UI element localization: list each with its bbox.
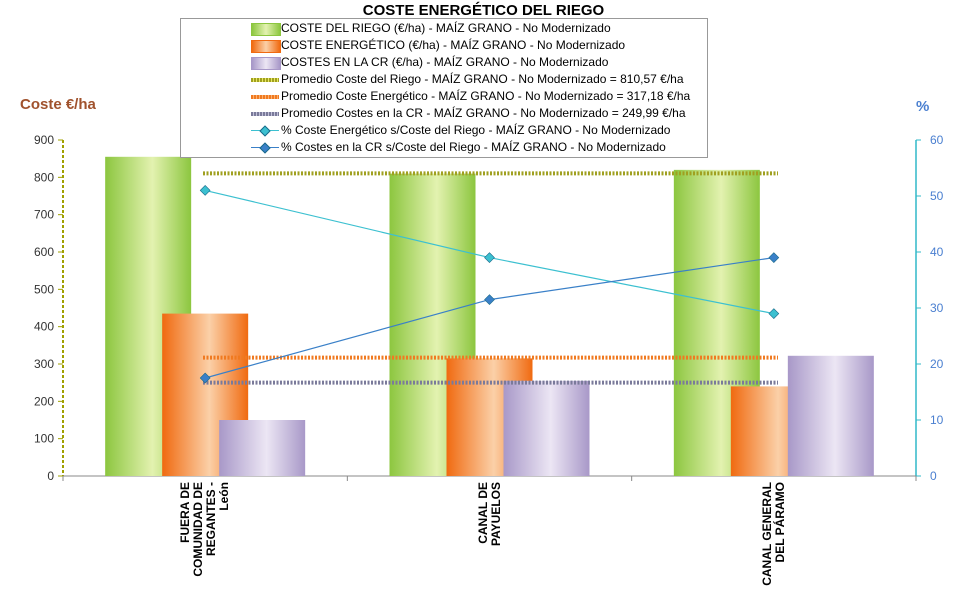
y-axis-left-label: Coste €/ha: [20, 96, 96, 113]
chart-title: COSTE ENERGÉTICO DEL RIEGO: [362, 2, 605, 19]
x-category-line: CANAL GENERAL: [759, 482, 774, 586]
legend-item: Promedio Costes en la CR - MAÍZ GRANO - …: [181, 105, 707, 122]
y-left-tick-label: 800: [34, 170, 54, 184]
y-left-tick-label: 700: [34, 208, 54, 222]
x-category-label: FUERA DE COMUNIDAD DE REGANTES - León: [178, 482, 232, 592]
legend-key: [251, 95, 279, 99]
legend-label: Promedio Coste del Riego - MAÍZ GRANO - …: [281, 72, 684, 86]
line-point: [199, 372, 211, 384]
y-left-tick-label: 0: [47, 469, 54, 483]
y-axis-right-label: %: [916, 98, 930, 115]
y-left-tick-label: 100: [34, 432, 54, 446]
line-point: [199, 185, 211, 196]
line-point: [484, 252, 495, 263]
legend-label: % Coste Energético s/Coste del Riego - M…: [281, 123, 671, 137]
legend-item: Promedio Coste del Riego - MAÍZ GRANO - …: [181, 71, 707, 88]
legend-label: COSTE DEL RIEGO (€/ha) - MAÍZ GRANO - No…: [281, 21, 611, 35]
x-category-line: CANAL DE: [475, 482, 490, 544]
legend-label: Promedio Coste Energético - MAÍZ GRANO -…: [281, 89, 691, 103]
legend-key: [251, 142, 279, 154]
x-category-line: DEL PÁRAMO: [772, 482, 787, 563]
y-right-tick-label: 20: [930, 357, 944, 371]
y-left-tick-label: 300: [34, 357, 54, 371]
legend-key: [251, 112, 279, 116]
legend-item: COSTES EN LA CR (€/ha) - MAÍZ GRANO - No…: [181, 54, 707, 71]
legend-item: COSTE DEL RIEGO (€/ha) - MAÍZ GRANO - No…: [181, 20, 707, 37]
bar-costes-cr: [503, 380, 590, 476]
x-category-line: PAYUELOS: [488, 482, 503, 547]
y-right-tick-label: 40: [930, 245, 944, 259]
bar-costes-cr: [787, 355, 874, 476]
legend-item: % Coste Energético s/Coste del Riego - M…: [181, 122, 707, 139]
legend-label: Promedio Costes en la CR - MAÍZ GRANO - …: [281, 106, 686, 120]
legend-key: [251, 40, 281, 53]
y-right-tick-label: 0: [930, 469, 937, 483]
y-left-tick-label: 400: [34, 320, 54, 334]
bar-costes-cr: [219, 420, 306, 476]
legend-label: COSTES EN LA CR (€/ha) - MAÍZ GRANO - No…: [281, 55, 609, 69]
legend-key: [251, 57, 281, 70]
legend-marker: [259, 142, 271, 154]
legend-label: COSTE ENERGÉTICO (€/ha) - MAÍZ GRANO - N…: [281, 38, 626, 52]
legend-key: [251, 125, 279, 137]
line-point: [484, 294, 495, 305]
y-right-tick-label: 10: [930, 413, 944, 427]
y-right-tick-label: 60: [930, 133, 944, 147]
y-left-tick-label: 600: [34, 245, 54, 259]
y-right-tick-label: 50: [930, 189, 944, 203]
x-category-line: León: [217, 482, 232, 511]
legend-item: Promedio Coste Energético - MAÍZ GRANO -…: [181, 88, 707, 105]
legend-key: [251, 23, 281, 36]
legend-item: COSTE ENERGÉTICO (€/ha) - MAÍZ GRANO - N…: [181, 37, 707, 54]
y-left-tick-label: 500: [34, 282, 54, 296]
y-left-tick-label: 900: [34, 133, 54, 147]
legend-marker: [259, 125, 271, 137]
legend: COSTE DEL RIEGO (€/ha) - MAÍZ GRANO - No…: [180, 18, 708, 158]
x-category-label: CANAL DE PAYUELOS: [475, 482, 503, 592]
y-left-tick-label: 200: [34, 394, 54, 408]
legend-key: [251, 78, 279, 82]
line-point: [768, 252, 780, 263]
line-point: [768, 308, 780, 319]
y-right-tick-label: 30: [930, 301, 944, 315]
legend-label: % Costes en la CR s/Coste del Riego - MA…: [281, 140, 666, 154]
x-category-label: CANAL GENERAL DEL PÁRAMO: [759, 482, 787, 592]
legend-item: % Costes en la CR s/Coste del Riego - MA…: [181, 139, 707, 156]
